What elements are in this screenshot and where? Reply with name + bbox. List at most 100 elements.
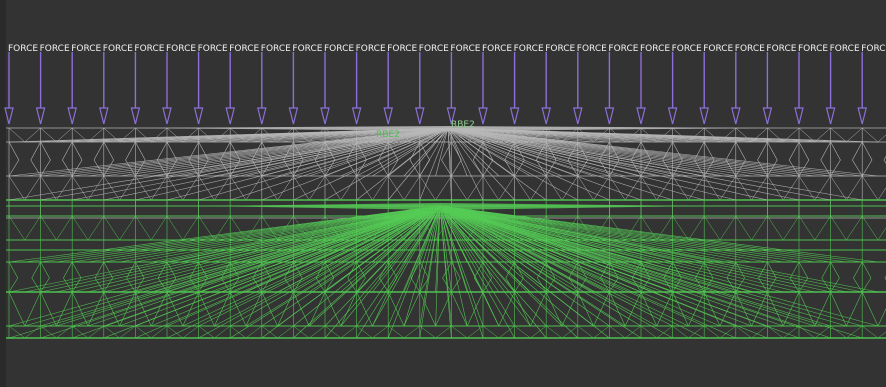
spider-leg — [119, 205, 441, 263]
spider-leg — [447, 127, 531, 177]
spider-leg — [439, 205, 673, 339]
mesh-facet-line — [410, 261, 421, 293]
mesh-facet-line — [861, 261, 872, 293]
spider-leg — [447, 127, 768, 177]
spider-leg — [435, 205, 441, 327]
mesh-facet-line — [356, 325, 373, 339]
force-arrow-head — [636, 107, 646, 125]
mesh-facet-line — [308, 291, 326, 327]
mesh-facet-line — [71, 291, 89, 327]
mesh-facet-line — [252, 261, 263, 293]
mesh-facet-line — [545, 175, 563, 201]
spider-leg — [230, 205, 441, 263]
mesh-facet-line — [546, 325, 563, 339]
force-arrow-head — [67, 107, 77, 125]
mesh-facet-line — [830, 127, 847, 143]
mesh-facet-line — [821, 261, 831, 293]
spider-leg — [439, 205, 515, 327]
force-label: FORCE — [261, 44, 291, 54]
mesh-facet-line — [514, 325, 531, 339]
spider-leg — [447, 127, 800, 201]
spider-leg — [439, 205, 547, 327]
mesh-facet-line — [862, 325, 879, 339]
mesh-facet-line — [372, 175, 389, 201]
mesh-facet-line — [314, 141, 326, 177]
rbe2-label-top: RBE2 — [451, 120, 475, 130]
mesh-facet-line — [40, 291, 57, 327]
spider-leg — [277, 205, 441, 263]
mesh-facet-line — [198, 325, 215, 339]
mesh-facet-line — [229, 175, 247, 201]
force-arrow-head — [320, 107, 330, 125]
mesh-facet-line — [631, 261, 642, 293]
mesh-facet-line — [261, 291, 278, 327]
force-arrow-head — [604, 107, 615, 125]
spider-leg — [439, 205, 784, 293]
spider-leg — [439, 205, 642, 339]
mesh-facet-line — [798, 215, 816, 241]
force-arrow-head — [35, 107, 46, 125]
mesh-facet-line — [514, 261, 524, 293]
mesh-facet-line — [640, 291, 658, 327]
spider-leg — [419, 127, 449, 177]
mesh-facet-line — [703, 291, 721, 327]
mesh-facet-line — [150, 291, 168, 327]
mesh-facet-line — [261, 175, 278, 201]
spider-leg — [439, 205, 452, 293]
mesh-facet-line — [846, 175, 863, 201]
spider-leg — [387, 205, 441, 293]
spider-leg — [72, 205, 441, 263]
spider-leg — [439, 205, 879, 263]
spider-leg — [103, 127, 449, 177]
spider-leg — [447, 127, 736, 201]
spider-leg — [439, 205, 800, 339]
mesh-facet-line — [672, 175, 689, 201]
mesh-facet-line — [419, 175, 436, 201]
mesh-facet-line — [767, 215, 784, 241]
spider-leg — [439, 205, 547, 339]
force-arrow-head — [351, 107, 362, 125]
spider-leg — [439, 205, 673, 327]
mesh-facet-line — [103, 215, 120, 241]
mesh-facet-line — [403, 325, 420, 339]
mesh-facet-line — [94, 261, 105, 293]
mesh-facet-line — [63, 261, 73, 293]
spider-leg — [198, 127, 449, 201]
force-label: FORCE — [766, 44, 796, 54]
spider-leg — [439, 205, 736, 339]
spider-leg — [447, 127, 563, 177]
mesh-facet-line — [853, 261, 863, 293]
mesh-facet-line — [308, 175, 326, 201]
mesh-facet-line — [451, 141, 462, 177]
spider-leg — [8, 205, 441, 263]
mesh-facet-line — [24, 127, 41, 143]
spider-leg — [403, 205, 441, 293]
mesh-facet-line — [315, 261, 326, 293]
spider-leg — [447, 127, 610, 201]
mesh-facet-line — [419, 261, 429, 293]
spider-leg — [356, 127, 449, 177]
force-label: FORCE — [608, 44, 638, 54]
force-label: FORCE — [8, 44, 38, 54]
mesh-facet-line — [277, 325, 294, 339]
spider-leg — [447, 127, 673, 201]
spider-leg — [419, 205, 441, 293]
mesh-facet-line — [435, 325, 452, 339]
mesh-facet-line — [624, 215, 642, 241]
spider-leg — [447, 127, 879, 143]
mesh-facet-line — [704, 325, 721, 339]
mesh-facet-line — [830, 215, 847, 241]
mesh-facet-line — [782, 175, 800, 201]
mesh-facet-line — [577, 261, 587, 293]
spider-leg — [447, 127, 705, 201]
mesh-facet-line — [245, 291, 263, 327]
mesh-facet-line — [561, 175, 579, 201]
mesh-facet-line — [788, 141, 800, 177]
spider-leg — [439, 205, 847, 327]
spider-leg — [198, 205, 441, 339]
force-label: FORCE — [356, 44, 386, 54]
mesh-facet-line — [40, 141, 51, 177]
spider-leg — [439, 205, 815, 293]
